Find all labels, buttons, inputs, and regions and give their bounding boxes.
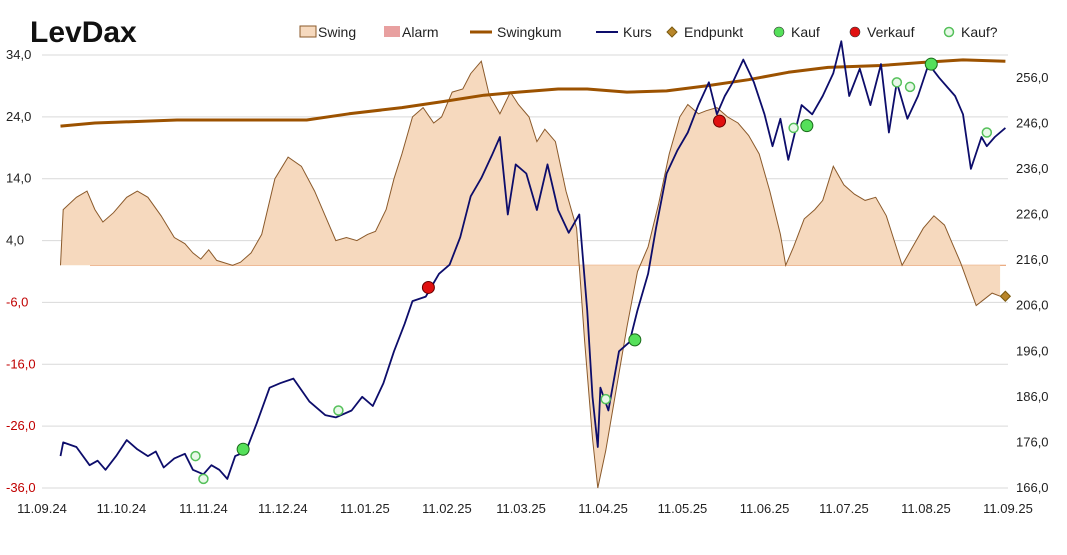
kauf-unsure-marker — [333, 405, 344, 416]
kauf-unsure-marker — [788, 122, 799, 134]
legend-label-alarm: Alarm — [402, 24, 439, 40]
endpunkt-marker — [999, 290, 1012, 302]
right-tick-label: 186,0 — [1016, 389, 1049, 404]
chart-legend: Swing Alarm Swingkum Kurs Endpunkt Kauf Verkau… — [299, 24, 998, 40]
legend-label-kurs: Kurs — [623, 24, 652, 40]
kauf-marker — [924, 57, 938, 71]
legend-label-endpunkt: Endpunkt — [684, 24, 743, 40]
kauf-marker — [800, 119, 814, 133]
left-tick-label: 34,0 — [6, 47, 31, 62]
left-tick-label: 14,0 — [6, 171, 31, 186]
right-tick-label: 236,0 — [1016, 161, 1049, 176]
legend-label-kauf_q: Kauf? — [961, 24, 998, 40]
left-tick-label: 24,0 — [6, 109, 31, 124]
legend-item-verkauf: Verkauf — [849, 24, 915, 40]
kauf-unsure-marker — [981, 127, 993, 138]
x-tick-label: 11.09.25 — [983, 501, 1033, 516]
legend-label-swing: Swing — [318, 24, 356, 40]
swing-area-series — [60, 60, 1001, 489]
left-tick-label: -6,0 — [6, 294, 28, 309]
x-tick-label: 11.08.25 — [901, 501, 951, 516]
left-tick-label: -16,0 — [6, 356, 36, 371]
x-tick-label: 11.02.25 — [422, 501, 472, 516]
kauf-unsure-marker — [198, 473, 209, 485]
left-y-axis: 34,0 24,0 14,0 4,0 -6,0 -16,0 -26,0 -36,0 — [6, 47, 36, 495]
swingkum-line — [60, 58, 1006, 128]
right-tick-label: 206,0 — [1016, 298, 1049, 313]
verkauf-marker — [421, 280, 435, 294]
x-tick-label: 11.06.25 — [740, 501, 790, 516]
legend-swatch-kauf — [773, 26, 785, 38]
swingkum-line-series — [60, 58, 1006, 128]
legend-swatch-verkauf — [849, 26, 861, 38]
kauf-unsure-marker — [891, 77, 903, 88]
x-tick-label: 11.09.24 — [17, 501, 67, 516]
kauf-unsure-marker — [190, 450, 201, 462]
legend-swatch-endpunkt — [666, 26, 678, 38]
legend-item-alarm: Alarm — [384, 24, 439, 40]
legend-item-swingkum: Swingkum — [470, 24, 562, 40]
legend-swatch-alarm — [384, 26, 400, 37]
right-tick-label: 166,0 — [1016, 480, 1049, 495]
right-tick-label: 226,0 — [1016, 207, 1049, 222]
right-y-axis: 256,0 246,0 236,0 226,0 216,0 206,0 196,0 186,0… — [1016, 70, 1049, 495]
chart-title: LevDax — [30, 16, 137, 49]
kurs-line — [59, 40, 1006, 480]
verkauf-marker — [713, 114, 727, 128]
x-tick-label: 11.07.25 — [819, 501, 869, 516]
x-tick-label: 11.05.25 — [658, 501, 708, 516]
legend-label-kauf: Kauf — [791, 24, 820, 40]
legend-item-kauf: Kauf — [773, 24, 820, 40]
right-tick-label: 246,0 — [1016, 115, 1049, 130]
right-tick-label: 216,0 — [1016, 252, 1049, 267]
signal-markers — [190, 57, 1012, 485]
legend-item-swing: Swing — [299, 24, 356, 40]
x-tick-label: 11.12.24 — [258, 501, 308, 516]
x-tick-label: 11.10.24 — [97, 501, 147, 516]
right-tick-label: 176,0 — [1016, 434, 1049, 449]
x-tick-label: 11.11.24 — [179, 501, 228, 516]
kauf-unsure-marker — [904, 81, 916, 93]
legend-item-kurs: Kurs — [596, 24, 652, 40]
kurs-line-series — [59, 40, 1006, 480]
legend-label-verkauf: Verkauf — [867, 24, 915, 40]
legend-swatch-kauf_q — [943, 26, 955, 38]
x-tick-label: 11.03.25 — [496, 501, 546, 516]
x-tick-label: 11.04.25 — [578, 501, 628, 516]
legend-item-kauf_q: Kauf? — [943, 24, 998, 40]
kauf-unsure-marker — [600, 393, 611, 405]
left-tick-label: -36,0 — [6, 480, 36, 495]
kauf-marker — [236, 442, 250, 456]
x-tick-label: 11.01.25 — [340, 501, 390, 516]
swing-area-fill — [60, 61, 1001, 488]
left-tick-label: 4,0 — [6, 233, 24, 248]
left-tick-label: -26,0 — [6, 418, 36, 433]
right-tick-label: 256,0 — [1016, 70, 1049, 85]
right-tick-label: 196,0 — [1016, 343, 1049, 358]
kauf-marker — [628, 333, 642, 347]
swing-area-outline — [60, 60, 1001, 489]
legend-item-endpunkt: Endpunkt — [666, 24, 743, 40]
legend-label-swingkum: Swingkum — [497, 24, 562, 40]
x-axis: 11.09.24 11.10.24 11.11.24 11.12.24 11.01.25… — [17, 501, 1033, 516]
legend-swatch-swing — [299, 25, 317, 38]
